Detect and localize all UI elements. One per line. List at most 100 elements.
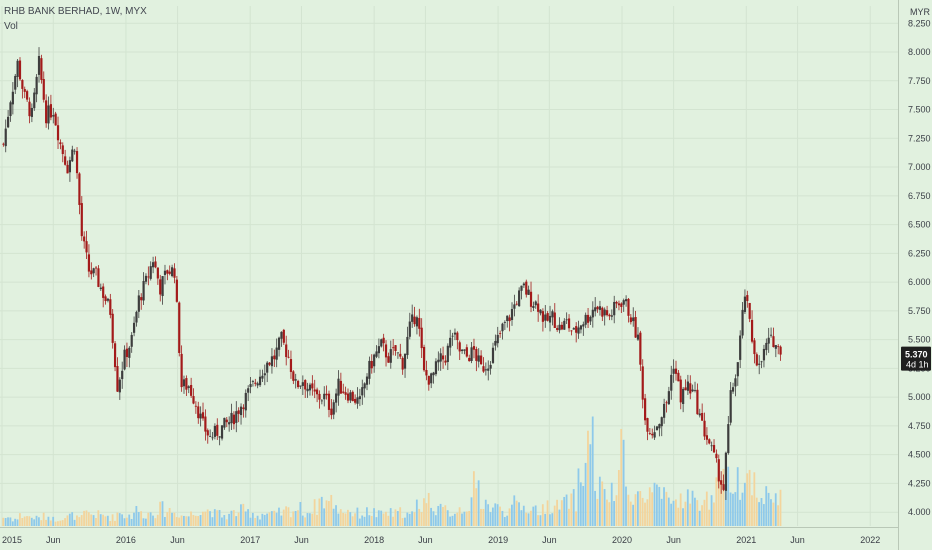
price-tick-label: 4.250 (908, 478, 931, 488)
candle-body (663, 403, 666, 418)
time-tick-label: 2016 (116, 535, 136, 545)
candle-body (470, 347, 473, 361)
candle-body (772, 336, 775, 348)
volume-bar (216, 510, 219, 526)
candle-body (762, 348, 766, 361)
candle-body (708, 439, 711, 444)
candle-body (710, 445, 713, 447)
candle-body (691, 389, 694, 392)
volume-bar (425, 503, 428, 526)
candle-body (33, 92, 36, 109)
volume-bar (280, 515, 283, 526)
candle-body (480, 355, 483, 365)
time-tick-label: Jun (294, 535, 309, 545)
candle-body (30, 107, 33, 117)
volume-bar (753, 472, 756, 526)
candle-body (389, 349, 392, 363)
volume-bar (689, 503, 692, 526)
volume-bar (18, 513, 21, 526)
candle-body (230, 412, 233, 424)
candle-body (594, 307, 597, 312)
candle-body (411, 314, 414, 322)
volume-bar (325, 500, 328, 526)
candle-body (665, 402, 668, 404)
volume-bar (247, 509, 249, 526)
candle-body (720, 480, 723, 485)
volume-bar (677, 507, 680, 526)
volume-bar (522, 505, 525, 526)
volume-bar (501, 510, 504, 526)
volume-bar (275, 512, 278, 526)
candle-body (648, 433, 651, 434)
volume-bar (394, 509, 397, 526)
candle-body (698, 413, 701, 416)
volume-bar (382, 513, 385, 526)
candle-body (731, 387, 735, 392)
volume-bar (78, 517, 81, 526)
candle-body (553, 312, 556, 329)
candle-body (615, 301, 618, 304)
candlestick-series (2, 47, 782, 500)
volume-bar (194, 515, 197, 526)
candle-body (287, 356, 290, 358)
candle-body (605, 310, 609, 316)
candle-body (677, 372, 680, 382)
candle-body (548, 315, 552, 323)
candle-body (496, 334, 499, 344)
volume-bar (475, 488, 478, 526)
candle-body (242, 407, 245, 410)
candle-body (525, 281, 528, 295)
volume-bar (660, 498, 663, 526)
candle-body (270, 356, 274, 367)
volume-bar (168, 507, 171, 526)
volume-bar (570, 493, 573, 526)
volume-bar (213, 509, 216, 526)
volume-bar (361, 515, 364, 526)
candle-body (320, 400, 323, 402)
candle-body (337, 378, 340, 396)
volume-bar (717, 475, 720, 526)
volume-bar (190, 511, 192, 526)
candle-body (644, 398, 647, 421)
candle-body (35, 76, 38, 95)
volume-bar (52, 516, 55, 526)
volume-bar (173, 512, 176, 526)
volume-bar (114, 520, 116, 526)
volume-bar (68, 513, 71, 526)
volume-bar (701, 505, 703, 526)
volume-bar (401, 518, 404, 526)
candle-body (684, 387, 687, 391)
candle-body (384, 344, 388, 358)
volume-bar (121, 514, 124, 526)
candle-body (608, 314, 611, 317)
candle-body (325, 393, 328, 396)
volume-bar (636, 491, 639, 526)
candle-body (399, 353, 402, 357)
candle-body (503, 322, 506, 323)
candle-body (16, 60, 19, 77)
candle-body (444, 360, 447, 363)
candle-body (582, 324, 585, 327)
candle-body (225, 419, 228, 423)
volume-bar (484, 499, 487, 526)
time-axis[interactable]: 2015 Jun 2016 Jun 2017 Jun 2018 Jun 2019 Jun 2020 J… (0, 527, 898, 546)
volume-bar (9, 517, 12, 526)
candle-body (646, 418, 649, 432)
volume-bar (698, 510, 701, 526)
candle-body (463, 349, 466, 351)
candle-body (570, 330, 573, 332)
time-tick-label: 2020 (612, 535, 632, 545)
candle-body (59, 142, 62, 145)
volume-bar (456, 512, 459, 526)
candle-body (354, 398, 357, 403)
time-tick-label: Jun (666, 535, 681, 545)
volume-bar (779, 489, 782, 526)
price-tick-label: 8.000 (908, 47, 931, 57)
candle-body (458, 342, 461, 352)
time-tick-label: 2017 (240, 535, 260, 545)
volume-bar (430, 507, 432, 526)
candle-body (109, 299, 112, 315)
volume-bar (653, 482, 656, 526)
